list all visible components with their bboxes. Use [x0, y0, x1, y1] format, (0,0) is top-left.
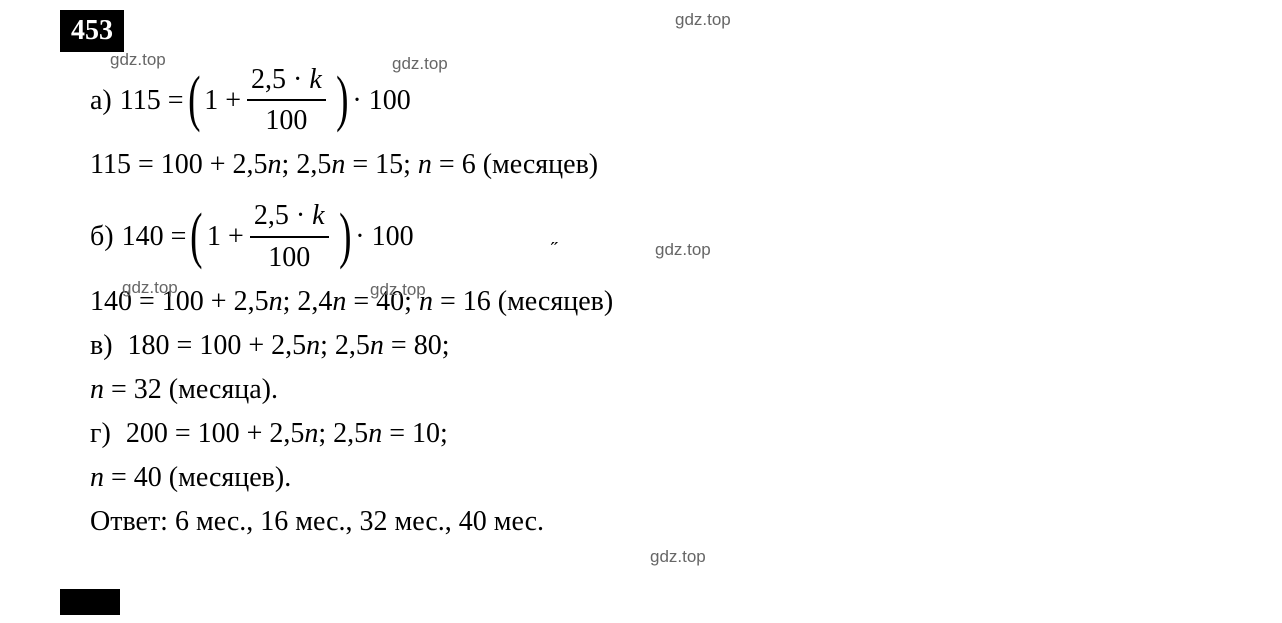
paren-right: )	[336, 72, 348, 128]
fraction-denominator: 100	[261, 101, 311, 140]
watermark: gdz.top	[650, 547, 706, 567]
math-text: 115 =	[120, 81, 184, 120]
answer-label: Ответ:	[90, 506, 175, 537]
math-text: 140 =	[122, 217, 187, 256]
answer-line: Ответ: 6 мес., 16 мес., 32 мес., 40 мес.	[90, 501, 1222, 543]
problem-number: 453	[60, 10, 124, 52]
paren-left: (	[188, 72, 200, 128]
part-c-label: в)	[90, 330, 113, 361]
part-a-label: а)	[90, 81, 112, 120]
paren-left: (	[191, 209, 203, 265]
math-text: 1 +	[204, 81, 241, 120]
part-b-line2: 140 = 100 + 2,5n; 2,4n = 40; n = 16 (мес…	[90, 281, 1222, 323]
part-d-line1: г) 200 = 100 + 2,5n; 2,5n = 10;	[90, 413, 1222, 455]
part-b-label: б)	[90, 217, 114, 256]
part-a-line2: 115 = 100 + 2,5n; 2,5n = 15; n = 6 (меся…	[90, 144, 1222, 186]
decorative-mark: ˶	[551, 230, 558, 253]
fraction-denominator: 100	[264, 238, 314, 277]
fraction-numerator: 2,5 · k	[250, 196, 329, 237]
math-text: · 100	[352, 81, 410, 120]
part-c-line1: в) 180 = 100 + 2,5n; 2,5n = 80;	[90, 325, 1222, 367]
math-text: 1 +	[207, 217, 244, 256]
part-d-label: г)	[90, 418, 111, 449]
math-text: · 100	[355, 217, 413, 256]
bottom-box	[60, 589, 120, 615]
fraction: 2,5 · k 100	[250, 196, 329, 276]
part-b-equation: б) 140 = ( 1 + 2,5 · k 100 ) · 100	[90, 196, 1222, 276]
part-a-equation: а) 115 = ( 1 + 2,5 · k 100 ) · 100	[90, 60, 1222, 140]
fraction-numerator: 2,5 · k	[247, 60, 326, 101]
fraction: 2,5 · k 100	[247, 60, 326, 140]
watermark: gdz.top	[675, 10, 731, 30]
paren-right: )	[339, 209, 351, 265]
answer-text: 6 мес., 16 мес., 32 мес., 40 мес.	[175, 506, 544, 537]
part-c-line2: n = 32 (месяца).	[90, 369, 1222, 411]
part-d-line2: n = 40 (месяцев).	[90, 457, 1222, 499]
